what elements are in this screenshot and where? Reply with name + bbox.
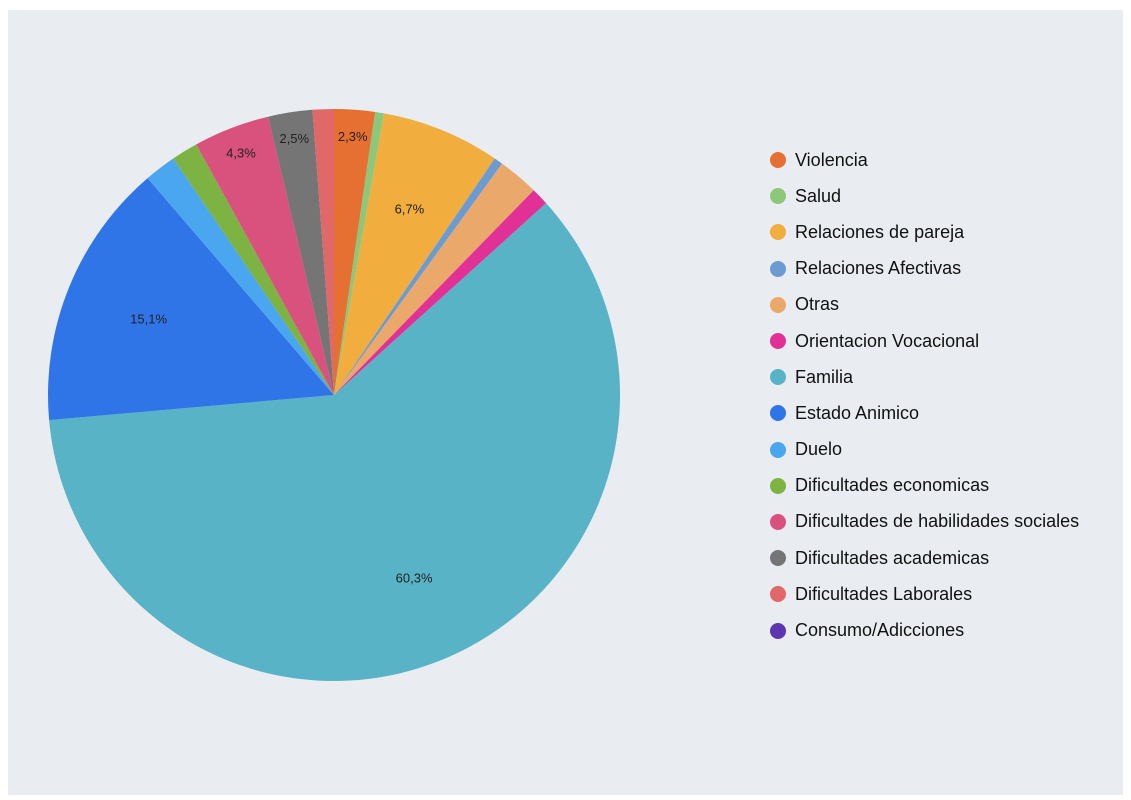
legend-swatch-dificultades-academicas [770,550,786,567]
legend-swatch-dificultades-de-habilidades-sociales [770,513,786,530]
pie-slice-dificultades-de-habilidades-sociales [196,116,334,395]
legend-label-salud: Salud [795,185,842,206]
legend-item-relaciones-de-pareja: Relaciones de pareja [770,214,1079,250]
legend-item-violencia: Violencia [770,142,1079,178]
pie-slice-otras [334,163,534,395]
legend-swatch-relaciones-de-pareja [770,224,786,241]
legend-swatch-dificultades-laborales [770,586,786,603]
legend-label-duelo: Duelo [795,439,843,460]
chart-legend: Violencia Salud Relaciones de pareja Relaci… [770,142,1079,649]
legend-label-dificultades-laborales: Dificultades Laborales [795,583,973,604]
legend-item-otras: Otras [770,287,1079,323]
legend-label-dificultades-academicas: Dificultades academicas [795,547,990,568]
slice-label-violencia: 2,3% [338,129,368,144]
pie-slice-relaciones-afectivas [334,158,503,395]
pie-slice-dificultades-laborales [312,108,334,395]
legend-item-relaciones-afectivas: Relaciones Afectivas [770,251,1079,287]
legend-item-consumo-adicciones: Consumo/Adicciones [770,612,1079,648]
legend-item-dificultades-economicas: Dificultades economicas [770,468,1079,504]
legend-swatch-estado-animico [770,405,786,422]
slice-label-relaciones-de-pareja: 6,7% [395,202,425,217]
legend-item-orientacion-vocacional: Orientacion Vocacional [770,323,1079,359]
legend-label-relaciones-afectivas: Relaciones Afectivas [795,258,962,279]
legend-label-familia: Familia [795,366,854,387]
legend-item-dificultades-de-habilidades-sociales: Dificultades de habilidades sociales [770,504,1079,540]
pie-slice-orientacion-vocacional [334,190,547,395]
slice-label-estado-animico: 15,1% [130,312,167,327]
legend-item-dificultades-academicas: Dificultades academicas [770,540,1079,576]
legend-label-relaciones-de-pareja: Relaciones de pareja [795,221,965,242]
legend-swatch-dificultades-economicas [770,477,786,494]
pie-slice-relaciones-de-pareja [334,113,495,395]
legend-label-violencia: Violencia [795,149,868,170]
legend-swatch-familia [770,369,786,386]
slice-label-dificultades-de-habilidades-sociales: 4,3% [226,146,256,161]
pie-slice-salud [334,111,385,395]
legend-item-familia: Familia [770,359,1079,395]
legend-swatch-orientacion-vocacional [770,333,786,350]
pie-slice-familia [49,203,621,681]
legend-item-estado-animico: Estado Animico [770,395,1079,431]
slice-label-dificultades-academicas: 2,5% [279,131,309,146]
pie-slice-duelo [147,158,334,395]
legend-label-dificultades-economicas: Dificultades economicas [795,475,990,496]
legend-swatch-consumo-adicciones [770,622,786,639]
legend-label-dificultades-de-habilidades-sociales: Dificultades de habilidades sociales [795,511,1080,532]
pie-slice-dificultades-academicas [268,109,334,395]
legend-label-estado-animico: Estado Animico [795,402,920,423]
legend-swatch-otras [770,296,786,313]
pie-slice-dificultades-economicas [173,144,334,395]
legend-item-salud: Salud [770,178,1079,214]
legend-swatch-violencia [770,152,786,169]
slice-label-familia: 60,3% [396,571,433,586]
legend-label-otras: Otras [795,294,840,315]
legend-item-duelo: Duelo [770,432,1079,468]
legend-item-dificultades-laborales: Dificultades Laborales [770,576,1079,612]
pie-slice-violencia [334,109,376,395]
legend-swatch-relaciones-afectivas [770,260,786,277]
legend-swatch-salud [770,188,786,205]
legend-label-orientacion-vocacional: Orientacion Vocacional [795,330,980,351]
pie-slice-estado-animico [48,178,335,421]
legend-label-consumo-adicciones: Consumo/Adicciones [795,620,965,641]
legend-swatch-duelo [770,441,786,458]
